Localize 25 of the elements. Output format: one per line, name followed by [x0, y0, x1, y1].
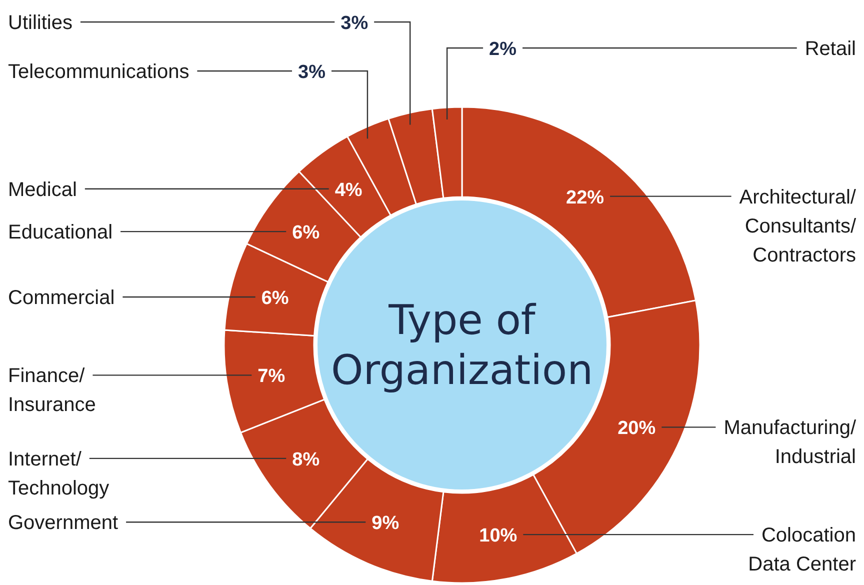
slice-label: Telecommunications — [8, 61, 190, 83]
slice-label: Educational — [8, 222, 113, 244]
data-label: 20% — [618, 418, 656, 440]
slice-label: Manufacturing/ Industrial — [724, 417, 856, 468]
slice-label: Commercial — [8, 287, 115, 310]
data-label: 9% — [372, 513, 400, 534]
slice-label: Colocation Data Center — [748, 524, 856, 576]
data-label: 8% — [292, 449, 320, 470]
data-label: 3% — [298, 62, 326, 83]
data-label: 2% — [489, 39, 517, 60]
slice-label: Finance/ Insurance — [8, 365, 96, 416]
slice-label: Retail — [804, 38, 856, 60]
data-label: 22% — [566, 187, 604, 208]
data-label: 4% — [334, 180, 362, 201]
slice-label: Government — [8, 512, 118, 534]
data-label: 3% — [340, 13, 368, 34]
text: Type of Organization — [330, 296, 594, 394]
data-label: 6% — [292, 222, 320, 244]
slice-label: Medical — [8, 178, 77, 201]
slice-label: Architectural/ Consultants/ Contractors — [739, 186, 856, 266]
data-label: 7% — [258, 366, 286, 388]
slice-label: Internet/ Technology — [8, 448, 110, 500]
data-label: 6% — [261, 288, 289, 310]
slice-label: Utilities — [8, 12, 72, 34]
data-label: 10% — [479, 526, 518, 547]
